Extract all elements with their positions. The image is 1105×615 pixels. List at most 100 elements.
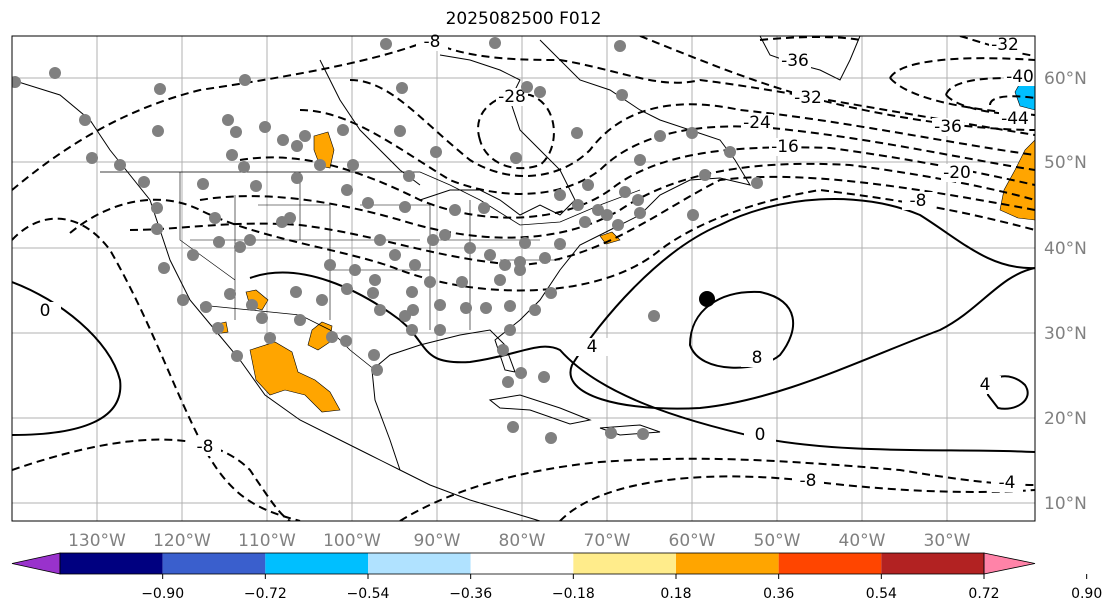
- colorbar-extend-high: [983, 552, 1036, 575]
- longitude-label: 60°W: [669, 531, 716, 551]
- graticule: [12, 36, 1035, 521]
- colorbar-segment: [573, 553, 676, 574]
- contour-label: -28: [498, 87, 526, 107]
- station-marker: [212, 322, 224, 334]
- colorbar-tick-label: −0.72: [244, 586, 287, 602]
- station-marker: [538, 371, 550, 383]
- station-marker: [256, 312, 268, 324]
- station-marker: [434, 299, 446, 311]
- contour-label-bg: [991, 474, 1023, 492]
- station-marker: [521, 81, 533, 93]
- contour-label: -8: [800, 471, 817, 491]
- station-marker: [515, 367, 527, 379]
- map-frame: [11, 35, 1036, 522]
- station-marker: [367, 287, 379, 299]
- station-marker: [246, 299, 258, 311]
- station-marker: [314, 159, 326, 171]
- station-marker: [687, 209, 699, 221]
- contour-label: -16: [771, 137, 799, 157]
- station-marker: [504, 324, 516, 336]
- border-us-mexico: [199, 304, 376, 371]
- station-marker: [449, 204, 461, 216]
- contour-label-bg: [769, 138, 801, 156]
- colorbar-tick-label: −0.90: [141, 586, 184, 602]
- station-marker: [614, 40, 626, 52]
- colorbar-tick-label: −0.54: [347, 586, 390, 602]
- positive-anomaly-mexico: [249, 341, 341, 413]
- contour-label-bg: [189, 438, 221, 456]
- station-marker: [534, 86, 546, 98]
- station-marker: [362, 197, 374, 209]
- station-markers: [12, 37, 763, 444]
- contour-label-bg: [29, 302, 61, 320]
- station-marker: [529, 304, 541, 316]
- station-marker: [632, 194, 644, 206]
- station-marker: [507, 421, 519, 433]
- colorbar-tick-label: 0.72: [968, 586, 999, 602]
- station-marker: [231, 350, 243, 362]
- station-marker: [427, 234, 439, 246]
- station-marker: [369, 274, 381, 286]
- station-marker: [554, 238, 566, 250]
- station-marker: [230, 126, 242, 138]
- contour-labels: -8-28-36-32-40-44-36-24-16-20-8-320480-8…: [29, 32, 1036, 493]
- contour-label: -36: [934, 117, 962, 137]
- station-marker: [349, 264, 361, 276]
- colorbar-segment: [162, 553, 266, 574]
- station-marker: [234, 241, 246, 253]
- station-marker: [226, 149, 238, 161]
- station-marker: [209, 212, 221, 224]
- station-marker: [347, 159, 359, 171]
- station-marker: [316, 294, 328, 306]
- latitude-label: 10°N: [1044, 494, 1087, 514]
- station-marker: [406, 324, 418, 336]
- contour-label-bg: [1004, 68, 1036, 86]
- colorbar-segment: [470, 553, 574, 574]
- contour-0-west: [12, 281, 122, 436]
- storm-center-marker: [699, 291, 715, 307]
- station-marker: [612, 219, 624, 231]
- contour-label: 4: [980, 375, 991, 395]
- contour-label: -8: [910, 191, 927, 211]
- station-marker: [478, 202, 490, 214]
- station-marker: [572, 199, 584, 211]
- station-marker: [571, 127, 583, 139]
- station-marker: [12, 76, 21, 88]
- latitude-label: 20°N: [1044, 409, 1087, 429]
- station-marker: [403, 170, 415, 182]
- station-marker: [259, 121, 271, 133]
- station-marker: [724, 146, 736, 158]
- station-marker: [434, 324, 446, 336]
- contour-label-bg: [902, 192, 934, 210]
- station-marker: [337, 124, 349, 136]
- contour-label: 4: [587, 337, 598, 357]
- map-title: 2025082500 F012: [445, 9, 602, 29]
- station-marker: [291, 172, 303, 184]
- latitude-label: 30°N: [1044, 324, 1087, 344]
- station-marker: [539, 252, 551, 264]
- station-marker: [151, 223, 163, 235]
- station-marker: [484, 249, 496, 261]
- contour-label: 0: [755, 425, 766, 445]
- station-marker: [634, 154, 646, 166]
- contour-label: -4: [999, 473, 1016, 493]
- colorbar-segment: [881, 553, 984, 574]
- coastline-greenland: [759, 36, 861, 81]
- station-marker: [654, 130, 666, 142]
- station-marker: [222, 114, 234, 126]
- contour-label-bg: [741, 114, 773, 132]
- station-marker: [616, 89, 628, 101]
- station-marker: [502, 376, 514, 388]
- latitude-label: 40°N: [1044, 239, 1087, 259]
- dashed-contours: [12, 36, 1035, 521]
- station-marker: [114, 159, 126, 171]
- station-marker: [751, 177, 763, 189]
- station-marker: [239, 74, 251, 86]
- positive-anomaly-dakota: [313, 131, 335, 169]
- station-marker: [291, 140, 303, 152]
- station-marker: [545, 432, 557, 444]
- station-marker: [480, 302, 492, 314]
- station-marker: [294, 314, 306, 326]
- colorbar-tick-label: 0.36: [763, 586, 794, 602]
